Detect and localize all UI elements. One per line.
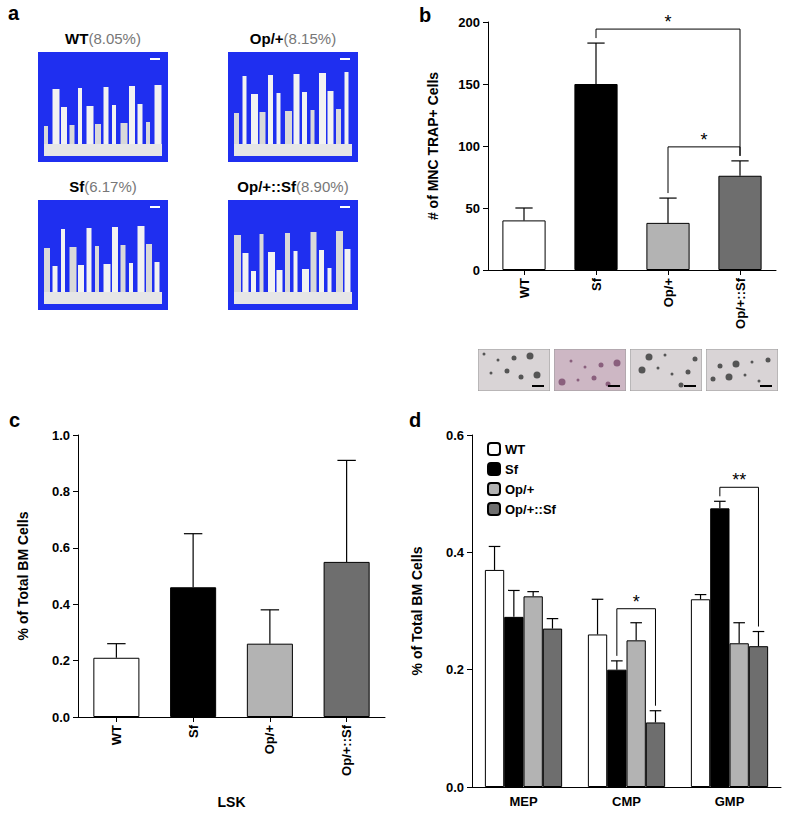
svg-text:WT: WT xyxy=(517,278,532,298)
svg-text:c: c xyxy=(9,409,20,431)
svg-text:0.6: 0.6 xyxy=(52,540,70,555)
svg-text:LSK: LSK xyxy=(218,794,246,810)
svg-text:100: 100 xyxy=(458,139,480,154)
svg-text:50: 50 xyxy=(466,201,480,216)
svg-text:% of Total BM Cells: % of Total BM Cells xyxy=(409,546,425,675)
svg-text:0.2: 0.2 xyxy=(52,653,70,668)
svg-text:Op/+::Sf: Op/+::Sf xyxy=(505,502,557,517)
svg-text:b: b xyxy=(419,4,431,26)
svg-text:**: ** xyxy=(732,470,746,490)
svg-text:Op/+: Op/+ xyxy=(661,278,676,308)
html-text:Op/+::Sf (8.90%): Op/+::Sf (8.90%) xyxy=(237,178,349,195)
svg-text:Op/+: Op/+ xyxy=(505,482,535,497)
svg-text:*: * xyxy=(700,130,707,150)
svg-text:Op/+::Sf: Op/+::Sf xyxy=(733,277,748,329)
html-text:Op/+ (8.15%): Op/+ (8.15%) xyxy=(249,30,337,47)
svg-text:# of MNC TRAP+ Cells: # of MNC TRAP+ Cells xyxy=(425,72,441,220)
html-text:Sf (6.17%): Sf (6.17%) xyxy=(69,178,137,195)
svg-text:0: 0 xyxy=(473,263,480,278)
svg-text:Sf: Sf xyxy=(505,462,519,477)
svg-text:0.0: 0.0 xyxy=(52,710,70,725)
svg-text:Sf: Sf xyxy=(589,277,604,291)
svg-text:MEP: MEP xyxy=(509,794,538,809)
svg-text:Op/+::Sf: Op/+::Sf xyxy=(339,724,354,776)
svg-text:150: 150 xyxy=(458,77,480,92)
svg-text:1.0: 1.0 xyxy=(52,428,70,443)
svg-text:Op/+: Op/+ xyxy=(262,725,277,755)
svg-text:*: * xyxy=(664,12,671,32)
svg-text:WT: WT xyxy=(505,442,525,457)
svg-text:0.0: 0.0 xyxy=(446,780,464,795)
svg-text:d: d xyxy=(409,409,421,431)
svg-text:0.2: 0.2 xyxy=(446,662,464,677)
html-text:a: a xyxy=(8,2,20,24)
svg-text:200: 200 xyxy=(458,15,480,30)
svg-text:0.4: 0.4 xyxy=(52,597,71,612)
html-text:WT (8.05%): WT (8.05%) xyxy=(65,30,141,47)
svg-text:% of Total BM Cells: % of Total BM Cells xyxy=(15,511,31,640)
svg-text:Sf: Sf xyxy=(186,724,201,738)
svg-text:0.8: 0.8 xyxy=(52,484,70,499)
svg-text:GMP: GMP xyxy=(715,794,745,809)
svg-text:0.4: 0.4 xyxy=(446,545,465,560)
svg-text:WT: WT xyxy=(109,725,124,745)
svg-text:*: * xyxy=(633,592,640,612)
svg-text:CMP: CMP xyxy=(612,794,641,809)
svg-text:0.6: 0.6 xyxy=(446,428,464,443)
